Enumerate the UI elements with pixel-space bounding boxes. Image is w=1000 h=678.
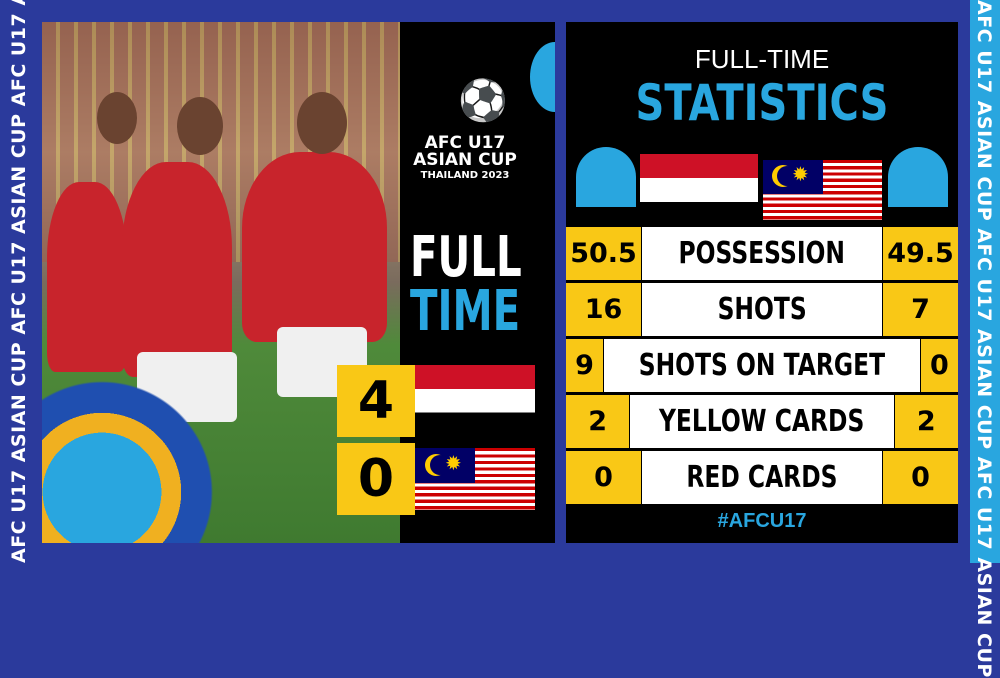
stat-label: SHOTS: [642, 283, 882, 336]
home-value: 50.5: [566, 227, 641, 280]
player: [122, 162, 232, 377]
yemen-flag: [415, 365, 535, 437]
stat-row: 16 SHOTS 7: [566, 283, 958, 336]
away-value: 49.5: [883, 227, 958, 280]
player: [47, 182, 127, 372]
time-label: TIME: [410, 279, 521, 344]
stat-label: POSSESSION: [642, 227, 882, 280]
stats-heading-large: STATISTICS: [635, 74, 889, 132]
malaysia-flag: ✹: [415, 448, 535, 510]
side-brand-text: AFC U17 ASIAN CUP AFC U17 ASIAN CUP AFC …: [8, 0, 30, 563]
home-team-flag: [640, 154, 758, 202]
stat-row: 50.5 POSSESSION 49.5: [566, 227, 958, 280]
malaysia-flag: ✹: [763, 160, 882, 220]
home-score: 4: [337, 365, 415, 437]
match-photo: [42, 22, 400, 543]
logo-line1: AFC U17: [424, 133, 506, 153]
stat-row: 2 YELLOW CARDS 2: [566, 395, 958, 448]
stat-row: 9 SHOTS ON TARGET 0: [566, 339, 958, 392]
stat-label: SHOTS ON TARGET: [604, 339, 920, 392]
side-brand-text-right: AFC U17 ASIAN CUP AFC U17 ASIAN CUP AFC …: [973, 0, 995, 678]
player-logo-icon: ⚽: [458, 79, 508, 123]
stat-row: 0 RED CARDS 0: [566, 451, 958, 504]
logo-line3: THAILAND 2023: [420, 170, 510, 181]
hashtag: #AFCU17: [717, 510, 807, 532]
away-value: 7: [883, 283, 958, 336]
home-value: 0: [566, 451, 641, 504]
away-score: 0: [337, 443, 415, 515]
logo-line2: ASIAN CUP: [413, 150, 517, 170]
full-label: FULL: [410, 225, 522, 290]
home-value: 2: [566, 395, 630, 448]
player: [242, 152, 387, 342]
away-value: 0: [920, 339, 958, 392]
home-value: 9: [566, 339, 604, 392]
home-value: 16: [566, 283, 641, 336]
stats-heading-small: FULL-TIME: [694, 44, 830, 74]
away-value: 2: [894, 395, 958, 448]
tournament-logo: AFC U17 ASIAN CUP THAILAND 2023: [400, 135, 530, 183]
left-brand-strip: AFC U17 ASIAN CUP AFC U17 ASIAN CUP AFC …: [0, 0, 42, 563]
right-brand-strip: AFC U17 ASIAN CUP AFC U17 ASIAN CUP AFC …: [970, 0, 1000, 678]
stat-label: RED CARDS: [642, 451, 882, 504]
away-value: 0: [883, 451, 958, 504]
stat-label: YELLOW CARDS: [630, 395, 894, 448]
